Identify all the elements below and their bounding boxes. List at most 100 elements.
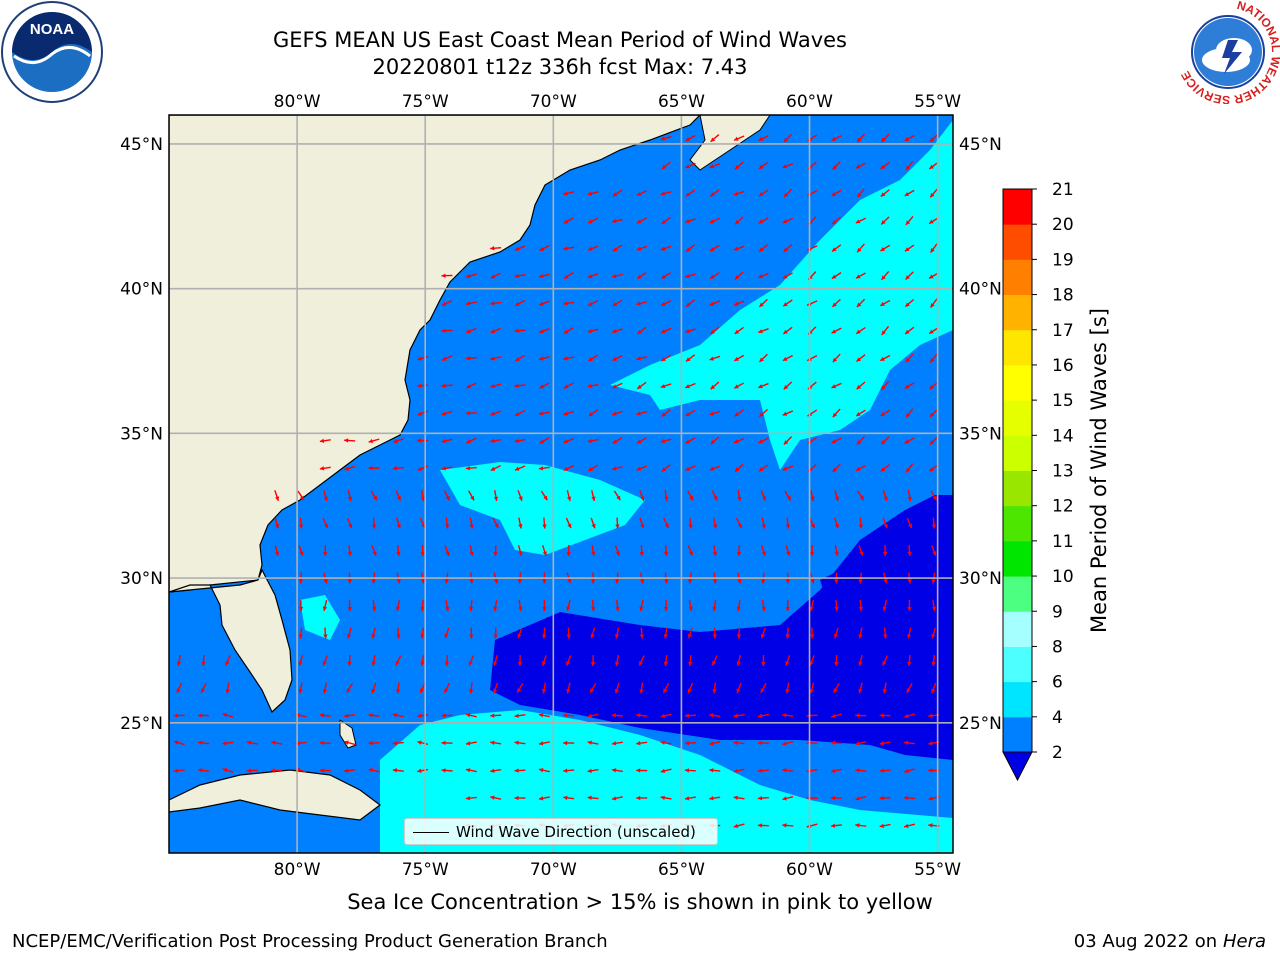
wind-wave-arrow: [323, 490, 328, 502]
lat-tick-label-left: 25°N: [120, 714, 163, 734]
wind-wave-arrow: [614, 545, 621, 556]
wind-wave-arrow: [490, 740, 502, 745]
wind-wave-arrow: [710, 134, 720, 143]
wind-wave-arrow: [563, 465, 574, 471]
wind-wave-arrow: [830, 823, 842, 828]
wind-wave-arrow: [538, 796, 550, 801]
wind-wave-arrow: [222, 712, 234, 718]
wind-wave-arrow: [417, 410, 429, 416]
wind-wave-arrow: [906, 627, 912, 639]
wind-wave-arrow: [782, 823, 794, 828]
wind-wave-arrow: [684, 218, 696, 224]
wind-wave-arrow: [514, 354, 526, 362]
wind-wave-arrow: [733, 300, 745, 306]
wind-wave-arrow: [493, 600, 498, 612]
footer-branch: NCEP/EMC/Verification Post Processing Pr…: [12, 931, 608, 952]
wind-wave-arrow: [903, 768, 915, 774]
wind-wave-arrow: [344, 740, 356, 746]
wind-wave-arrow: [297, 490, 305, 501]
wind-wave-arrow: [684, 740, 696, 746]
wind-wave-arrow: [734, 463, 744, 473]
wind-wave-arrow: [761, 600, 766, 612]
wind-wave-arrow: [465, 795, 477, 801]
wind-wave-arrow: [736, 655, 742, 667]
wind-wave-arrow: [612, 244, 623, 252]
wind-wave-arrow: [856, 133, 866, 143]
wind-wave-arrow: [904, 189, 915, 197]
wind-wave-arrow: [514, 409, 526, 417]
wind-wave-arrow: [907, 490, 912, 502]
wind-wave-arrow: [931, 654, 936, 667]
wind-wave-arrow: [757, 795, 769, 801]
wind-wave-arrow: [611, 768, 623, 773]
wind-wave-arrow: [663, 545, 669, 557]
wind-wave-arrow: [493, 655, 498, 667]
wind-wave-arrow: [709, 796, 721, 801]
wind-wave-arrow: [639, 545, 644, 557]
wind-wave-arrow: [639, 517, 645, 529]
wind-wave-arrow: [419, 682, 426, 694]
wind-wave-arrow: [831, 244, 842, 252]
wind-wave-arrow: [612, 189, 623, 197]
wind-wave-arrow: [638, 655, 645, 666]
wind-wave-arrow: [514, 795, 526, 801]
wind-wave-arrow: [663, 517, 670, 529]
wind-wave-arrow: [830, 713, 842, 719]
wind-wave-arrow: [931, 627, 937, 639]
wind-wave-arrow: [685, 465, 696, 471]
wind-wave-arrow: [685, 134, 696, 142]
wind-wave-arrow: [856, 188, 865, 198]
wind-wave-arrow: [514, 740, 526, 746]
wind-wave-arrow: [417, 740, 429, 745]
wind-wave-arrow: [271, 768, 283, 773]
wind-wave-arrow: [711, 490, 718, 501]
wind-wave-arrow: [420, 490, 426, 502]
wind-wave-arrow: [541, 655, 547, 666]
wind-wave-arrow: [636, 301, 648, 306]
wind-wave-arrow: [660, 245, 672, 251]
wind-wave-arrow: [882, 682, 888, 694]
wind-wave-arrow: [879, 795, 891, 801]
colorbar-segment: [1003, 400, 1032, 436]
wind-wave-arrow: [615, 517, 620, 529]
wind-wave-arrow: [587, 795, 599, 801]
wind-wave-arrow: [855, 409, 866, 417]
wind-wave-arrow: [734, 161, 744, 170]
wind-wave-arrow: [469, 545, 474, 557]
wind-wave-arrow: [587, 217, 599, 224]
footer-machine: Hera: [1222, 931, 1266, 952]
wind-wave-arrow: [636, 713, 648, 718]
wind-wave-arrow: [542, 627, 547, 639]
wind-wave-arrow: [465, 466, 477, 471]
wind-wave-arrow: [465, 741, 477, 746]
wind-wave-arrow: [929, 298, 938, 308]
wind-wave-arrow: [468, 490, 475, 501]
wind-wave-arrow: [443, 682, 450, 694]
wind-wave-arrow: [323, 627, 328, 639]
wind-wave-arrow: [758, 353, 768, 363]
wind-wave-arrow: [709, 410, 721, 416]
wind-wave-arrow: [880, 409, 891, 417]
colorbar-tick-label: 15: [1052, 391, 1074, 411]
wind-wave-arrow: [685, 354, 696, 362]
wind-wave-arrow: [882, 490, 888, 502]
wind-wave-arrow: [319, 768, 331, 773]
wind-wave-arrow: [417, 383, 429, 388]
wind-wave-arrow: [757, 740, 769, 746]
wind-wave-arrow: [590, 627, 596, 639]
wind-wave-arrow: [856, 381, 866, 390]
low-period-region: [490, 495, 953, 760]
wind-wave-arrow: [688, 600, 693, 612]
wind-wave-arrow: [855, 768, 867, 773]
wind-wave-arrow: [371, 600, 377, 612]
wind-wave-arrow: [709, 272, 720, 280]
colorbar-tick-label: 21: [1052, 180, 1074, 200]
wind-wave-arrow: [834, 517, 839, 529]
colorbar-tick-label: 20: [1052, 215, 1074, 235]
lon-tick-label-top: 60°W: [786, 92, 833, 112]
map-frame: [168, 114, 954, 854]
wind-wave-arrow: [611, 218, 623, 224]
wind-wave-arrow: [929, 381, 939, 390]
wind-wave-arrow: [612, 382, 623, 389]
wind-wave-arrow: [684, 328, 696, 334]
